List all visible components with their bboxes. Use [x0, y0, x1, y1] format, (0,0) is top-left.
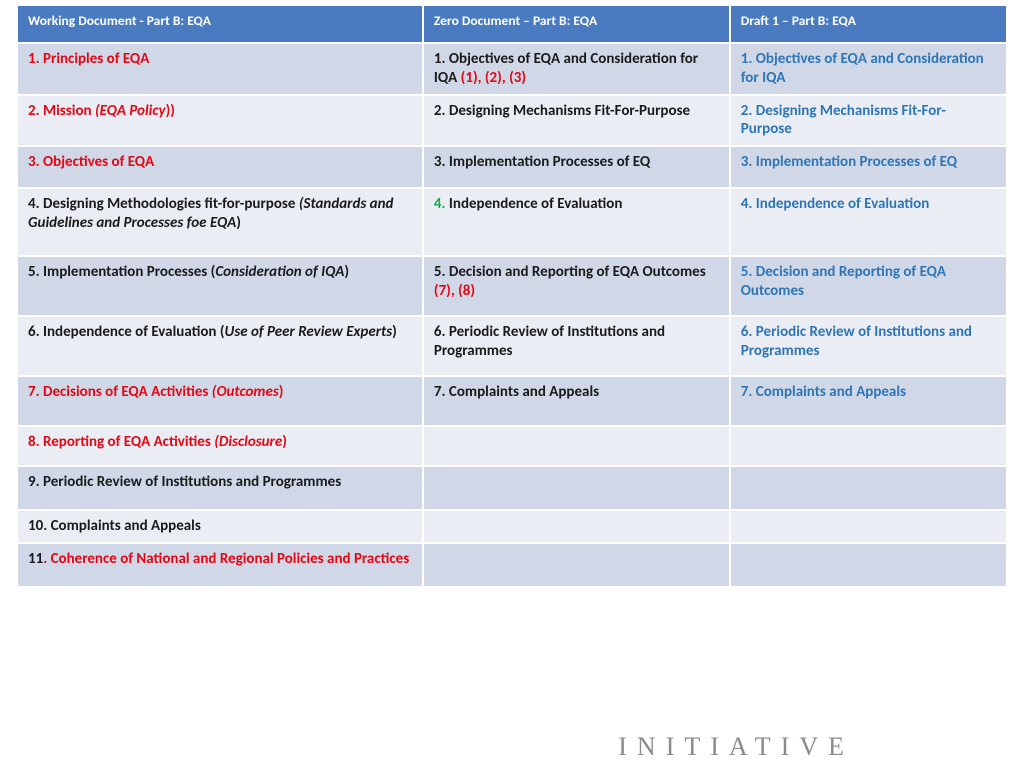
table-cell: 7. Decisions of EQA Activities (Outcomes…: [17, 376, 423, 426]
cell-text-segment: 3. Objectives of EQA: [28, 153, 154, 171]
cell-text-segment: ): [344, 263, 349, 281]
cell-text-segment: 1. Objectives of EQA and Consideration f…: [741, 50, 984, 87]
table-cell: 3. Implementation Processes of EQ: [730, 146, 1007, 188]
table-cell: 1. Objectives of EQA and Consideration f…: [423, 43, 730, 95]
cell-text-segment: 11: [28, 550, 43, 568]
cell-text-segment: 4. Designing Methodologies fit-for-purpo…: [28, 195, 299, 213]
cell-text-segment: ): [279, 383, 284, 401]
table-cell: 2. Mission (EQA Policy)): [17, 95, 423, 147]
table-cell: [423, 466, 730, 510]
cell-text-segment: )): [166, 102, 175, 120]
table-cell: [423, 543, 730, 587]
table-cell: 7. Complaints and Appeals: [730, 376, 1007, 426]
cell-text-segment: 6. Independence of Evaluation (: [28, 323, 225, 341]
cell-text-segment: 3. Implementation Processes of EQ: [741, 153, 957, 171]
cell-text-segment: 8. Reporting of EQA Activities: [28, 433, 214, 451]
cell-text-segment: (Outcomes: [212, 383, 279, 401]
table-cell: 4. Independence of Evaluation: [423, 188, 730, 256]
cell-text-segment: 10. Complaints and Appeals: [28, 517, 201, 535]
cell-text-segment: Independence of Evaluation: [446, 195, 623, 213]
table-cell: 11. Coherence of National and Regional P…: [17, 543, 423, 587]
table-cell: 4. Independence of Evaluation: [730, 188, 1007, 256]
cell-text-segment: (1), (2), (3): [461, 69, 526, 87]
table-cell: 6. Periodic Review of Institutions and P…: [730, 316, 1007, 376]
cell-text-segment: (EQA Policy: [95, 102, 166, 120]
table-cell: 6. Periodic Review of Institutions and P…: [423, 316, 730, 376]
cell-text-segment: 2. Designing Mechanisms Fit-For-Purpose: [434, 102, 690, 120]
table-cell: [730, 426, 1007, 466]
cell-text-segment: 2. Mission: [28, 102, 95, 120]
table-cell: 3. Objectives of EQA: [17, 146, 423, 188]
table-cell: 5. Decision and Reporting of EQA Outcome…: [423, 256, 730, 316]
cell-text-segment: 5. Implementation Processes (: [28, 263, 215, 281]
table-cell: [730, 466, 1007, 510]
cell-text-segment: . Coherence of National and Regional Pol…: [43, 550, 409, 568]
cell-text-segment: 4.: [434, 195, 446, 213]
table-cell: 6. Independence of Evaluation (Use of Pe…: [17, 316, 423, 376]
table-row: 5. Implementation Processes (Considerati…: [17, 256, 1007, 316]
table-cell: 3. Implementation Processes of EQ: [423, 146, 730, 188]
cell-text-segment: 4. Independence of Evaluation: [741, 195, 929, 213]
table-row: 6. Independence of Evaluation (Use of Pe…: [17, 316, 1007, 376]
table-cell: 2. Designing Mechanisms Fit-For- Purpose: [730, 95, 1007, 147]
comparison-table: Working Document - Part B: EQA Zero Docu…: [16, 4, 1008, 588]
cell-text-segment: 7. Complaints and Appeals: [434, 383, 599, 401]
cell-text-segment: 7. Complaints and Appeals: [741, 383, 906, 401]
watermark-text: INITIATIVE: [618, 732, 854, 762]
col-header-zero: Zero Document – Part B: EQA: [423, 5, 730, 43]
col-header-working: Working Document - Part B: EQA: [17, 5, 423, 43]
cell-text-segment: ): [236, 214, 241, 232]
table-cell: [423, 426, 730, 466]
cell-text-segment: 2. Designing Mechanisms Fit-For- Purpose: [741, 102, 946, 139]
table-cell: [730, 543, 1007, 587]
cell-text-segment: ): [392, 323, 397, 341]
table-cell: 4. Designing Methodologies fit-for-purpo…: [17, 188, 423, 256]
cell-text-segment: 6. Periodic Review of Institutions and P…: [434, 323, 665, 360]
table-row: 3. Objectives of EQA 3. Implementation Pr…: [17, 146, 1007, 188]
cell-text-segment: 5. Decision and Reporting of EQA Outcome…: [434, 263, 706, 281]
table-header-row: Working Document - Part B: EQA Zero Docu…: [17, 5, 1007, 43]
table-cell: 5. Implementation Processes (Considerati…: [17, 256, 423, 316]
table-cell: 7. Complaints and Appeals: [423, 376, 730, 426]
cell-text-segment: 7. Decisions of EQA Activities: [28, 383, 212, 401]
table-row: 11. Coherence of National and Regional P…: [17, 543, 1007, 587]
cell-text-segment: 3. Implementation Processes of EQ: [434, 153, 650, 171]
cell-text-segment: (7), (8): [434, 282, 475, 300]
table-cell: [730, 510, 1007, 543]
cell-text-segment: Use of Peer Review Experts: [225, 323, 393, 341]
table-row: 7. Decisions of EQA Activities (Outcomes…: [17, 376, 1007, 426]
table-cell: 1. Principles of EQA: [17, 43, 423, 95]
table-cell: 5. Decision and Reporting of EQA Outcome…: [730, 256, 1007, 316]
cell-text-segment: 6. Periodic Review of Institutions and P…: [741, 323, 972, 360]
cell-text-segment: 5. Decision and Reporting of EQA Outcome…: [741, 263, 946, 300]
table-row: 9. Periodic Review of Institutions and P…: [17, 466, 1007, 510]
table-row: 4. Designing Methodologies fit-for-purpo…: [17, 188, 1007, 256]
col-header-draft1: Draft 1 – Part B: EQA: [730, 5, 1007, 43]
table-cell: 1. Objectives of EQA and Consideration f…: [730, 43, 1007, 95]
table-cell: [423, 510, 730, 543]
table-cell: 10. Complaints and Appeals: [17, 510, 423, 543]
cell-text-segment: (Disclosure: [214, 433, 282, 451]
table-row: 1. Principles of EQA 1. Objectives of EQA…: [17, 43, 1007, 95]
cell-text-segment: ): [282, 433, 287, 451]
cell-text-segment: Consideration of IQA: [215, 263, 344, 281]
table-cell: 8. Reporting of EQA Activities (Disclosu…: [17, 426, 423, 466]
cell-text-segment: 9. Periodic Review of Institutions and P…: [28, 473, 341, 491]
table-row: 8. Reporting of EQA Activities (Disclosu…: [17, 426, 1007, 466]
table-row: 2. Mission (EQA Policy)) 2. Designing Mec…: [17, 95, 1007, 147]
table-row: 10. Complaints and Appeals: [17, 510, 1007, 543]
table-cell: 2. Designing Mechanisms Fit-For-Purpose: [423, 95, 730, 147]
table-cell: 9. Periodic Review of Institutions and P…: [17, 466, 423, 510]
cell-text-segment: 1. Principles of EQA: [28, 50, 149, 68]
